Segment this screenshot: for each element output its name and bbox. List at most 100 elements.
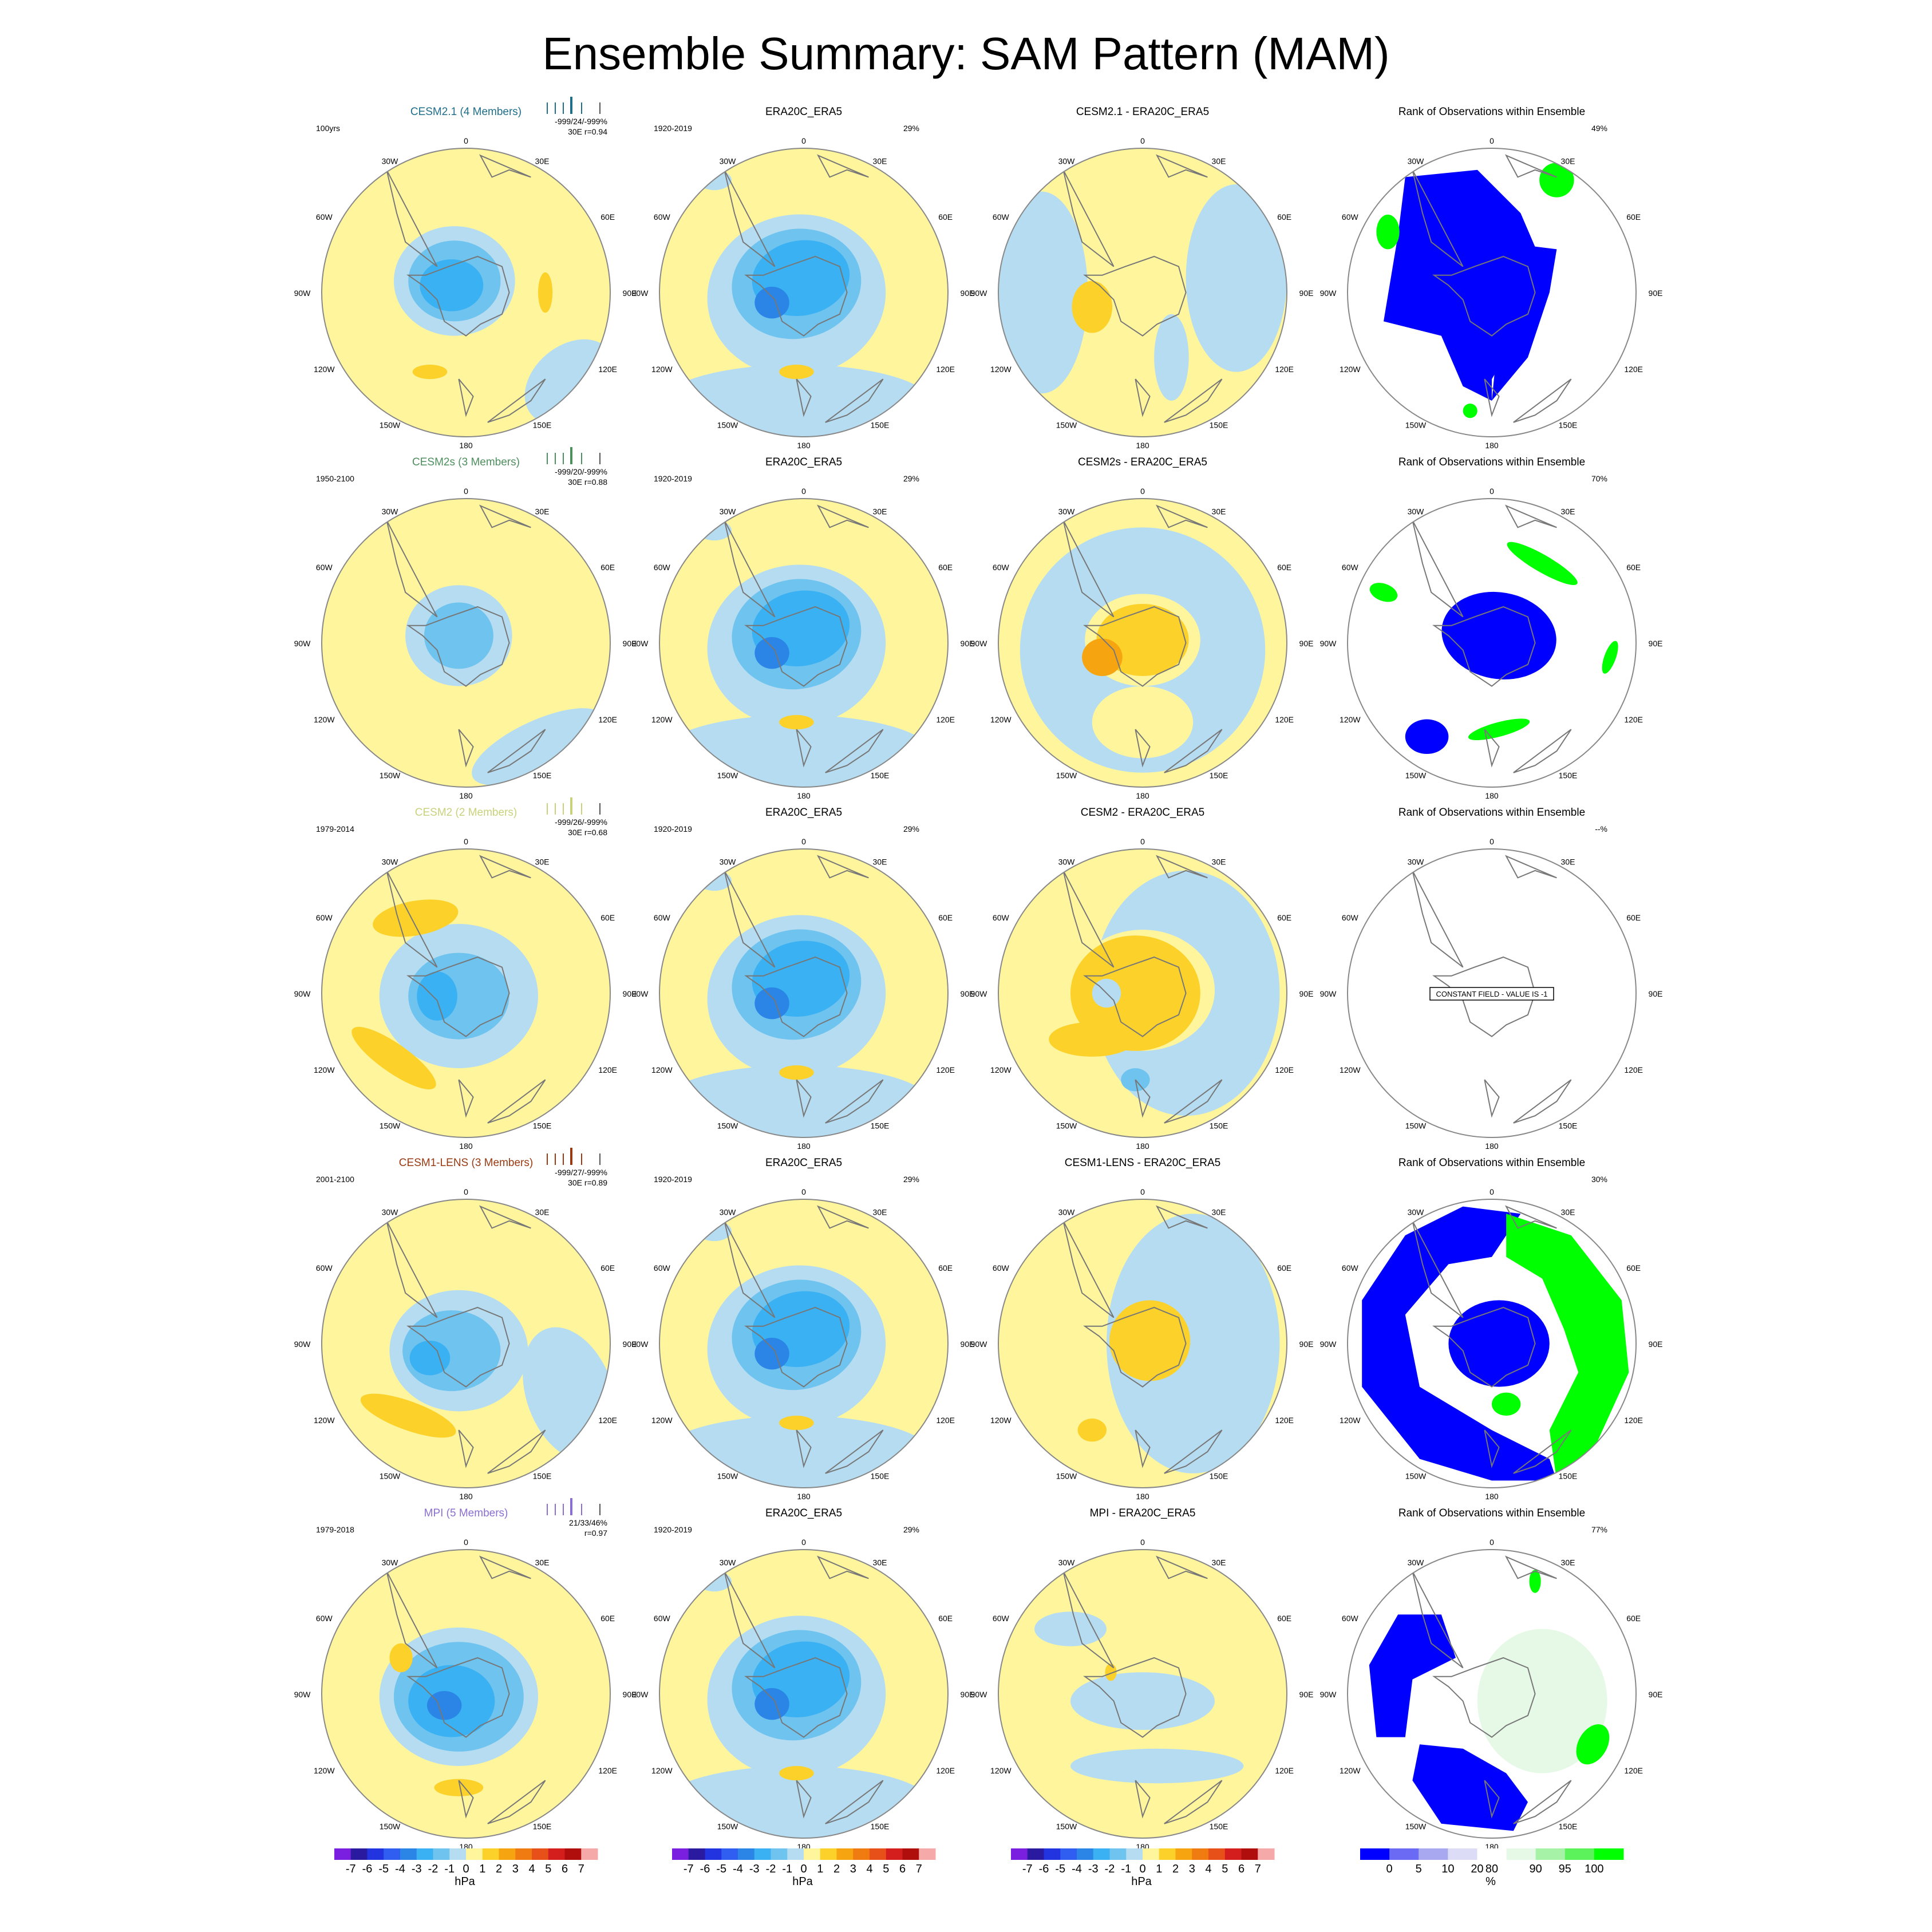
australia-coastline: [825, 378, 884, 423]
africa-coastline: [479, 1205, 531, 1229]
panel-title: Rank of Observations within Ensemble: [1398, 1507, 1585, 1519]
longitude-label: 60W: [654, 1614, 671, 1623]
colorbar-box: [1594, 1848, 1624, 1860]
longitude-label: 60W: [654, 1263, 671, 1273]
antarctica-coastline: [1083, 1657, 1187, 1738]
antarctica-coastline: [406, 1306, 510, 1388]
panel-title: ERA20C_ERA5: [765, 1157, 842, 1169]
map-field: [322, 499, 610, 787]
longitude-label: 180: [1485, 1141, 1499, 1151]
rank-region: [1441, 591, 1556, 679]
colorbar-tick: -7: [683, 1863, 694, 1875]
colorbar-box: [1258, 1848, 1275, 1860]
map-field: [322, 849, 610, 1137]
australia-coastline: [1513, 1079, 1572, 1124]
longitude-label: 150E: [533, 1121, 552, 1130]
rank-region: [1492, 1392, 1521, 1416]
africa-coastline: [1504, 154, 1557, 178]
colorbar-box: [919, 1848, 936, 1860]
panel-0-0: 0 30E 60E 90E 120E 150E 180 150W 120W 90W 60W 30W CE…: [294, 97, 637, 450]
colorbar-box: [1360, 1848, 1390, 1860]
contour-pos2: [779, 1065, 814, 1080]
colorbar-tick: 20: [1471, 1863, 1483, 1875]
colorbar-tick: 3: [850, 1863, 856, 1875]
longitude-label: 60W: [654, 563, 671, 572]
map-border: [659, 498, 949, 788]
map-border: [1347, 1199, 1637, 1488]
longitude-label: 30W: [1058, 858, 1076, 867]
new-zealand-coastline: [796, 1079, 812, 1118]
longitude-label: 90W: [294, 639, 311, 648]
longitude-label: 30W: [1058, 507, 1076, 516]
antarctica-coastline: [406, 255, 510, 337]
longitude-label: 120E: [598, 1766, 617, 1775]
map-border: [1347, 148, 1637, 437]
australia-coastline: [1164, 378, 1223, 423]
longitude-label: 90W: [632, 989, 649, 998]
colorbar-box: [564, 1848, 582, 1860]
africa-coastline: [1155, 1205, 1208, 1229]
panel-title: ERA20C_ERA5: [765, 1507, 842, 1519]
longitude-label: 150W: [1405, 1822, 1427, 1831]
longitude-label: 120W: [651, 365, 673, 374]
longitude-label: 30E: [1212, 1558, 1226, 1567]
longitude-label: 150W: [1056, 1121, 1077, 1130]
longitude-label: 60W: [316, 563, 333, 572]
note-text: CONSTANT FIELD - VALUE IS -1: [1436, 990, 1547, 998]
colorbar-tick: 1: [817, 1863, 823, 1875]
australia-coastline: [1164, 729, 1223, 773]
colorbar-tick: 5: [1222, 1863, 1228, 1875]
map-border: [1347, 848, 1637, 1138]
south-america-coastline: [1412, 870, 1464, 968]
australia-coastline: [1513, 1780, 1572, 1824]
longitude-label: 150W: [380, 1471, 401, 1480]
colorbar-box: [1077, 1848, 1094, 1860]
longitude-label: 120E: [1624, 365, 1643, 374]
south-america-coastline: [1412, 1571, 1464, 1669]
longitude-label: 150W: [717, 1822, 738, 1831]
colorbar-box: [820, 1848, 837, 1860]
longitude-label: 60E: [1277, 1614, 1291, 1623]
south-america-coastline: [724, 1571, 776, 1669]
panel-title: ERA20C_ERA5: [765, 807, 842, 819]
colorbar-tick: 95: [1559, 1863, 1571, 1875]
antarctica-coastline: [1083, 1306, 1187, 1388]
new-zealand-coastline: [1484, 1079, 1500, 1118]
map-border: [321, 148, 611, 437]
colorbar-box: [1477, 1848, 1507, 1860]
longitude-label: 30W: [720, 157, 737, 166]
new-zealand-coastline: [796, 378, 812, 417]
longitude-label: 150W: [1056, 1471, 1077, 1480]
antarctica-coastline: [1432, 606, 1536, 687]
colorbar-box: [836, 1848, 854, 1860]
longitude-label: 120E: [598, 1065, 617, 1074]
longitude-label: 120W: [1340, 365, 1361, 374]
new-zealand-coastline: [458, 1429, 474, 1468]
rank-region: [1463, 404, 1477, 418]
longitude-label: 180: [797, 441, 811, 450]
longitude-label: 60E: [600, 1263, 615, 1273]
longitude-label: 180: [1485, 441, 1499, 450]
longitude-label: 120E: [936, 1416, 955, 1425]
figure-title: Ensemble Summary: SAM Pattern (MAM): [542, 28, 1390, 79]
panel-title: Rank of Observations within Ensemble: [1398, 807, 1585, 819]
longitude-label: 30W: [382, 507, 399, 516]
longitude-label: 90W: [971, 639, 988, 648]
panel-title: Rank of Observations within Ensemble: [1398, 106, 1585, 118]
panel-pct: --%: [1595, 824, 1607, 833]
south-america-coastline: [724, 1220, 776, 1318]
australia-coastline: [825, 1429, 884, 1474]
australia-coastline: [487, 1079, 546, 1124]
longitude-label: 120E: [1275, 1766, 1294, 1775]
longitude-label: 60E: [1626, 563, 1641, 572]
longitude-label: 90E: [1299, 989, 1314, 998]
longitude-label: 60E: [938, 913, 953, 922]
africa-coastline: [816, 855, 869, 879]
longitude-label: 180: [1136, 1141, 1149, 1151]
colorbar-tick: 3: [1189, 1863, 1195, 1875]
colorbar-tick: 5: [1416, 1863, 1422, 1875]
longitude-label: 180: [459, 791, 473, 800]
longitude-label: 0: [801, 1187, 806, 1196]
panel-title: Rank of Observations within Ensemble: [1398, 1157, 1585, 1169]
colorbar-box: [1241, 1848, 1258, 1860]
